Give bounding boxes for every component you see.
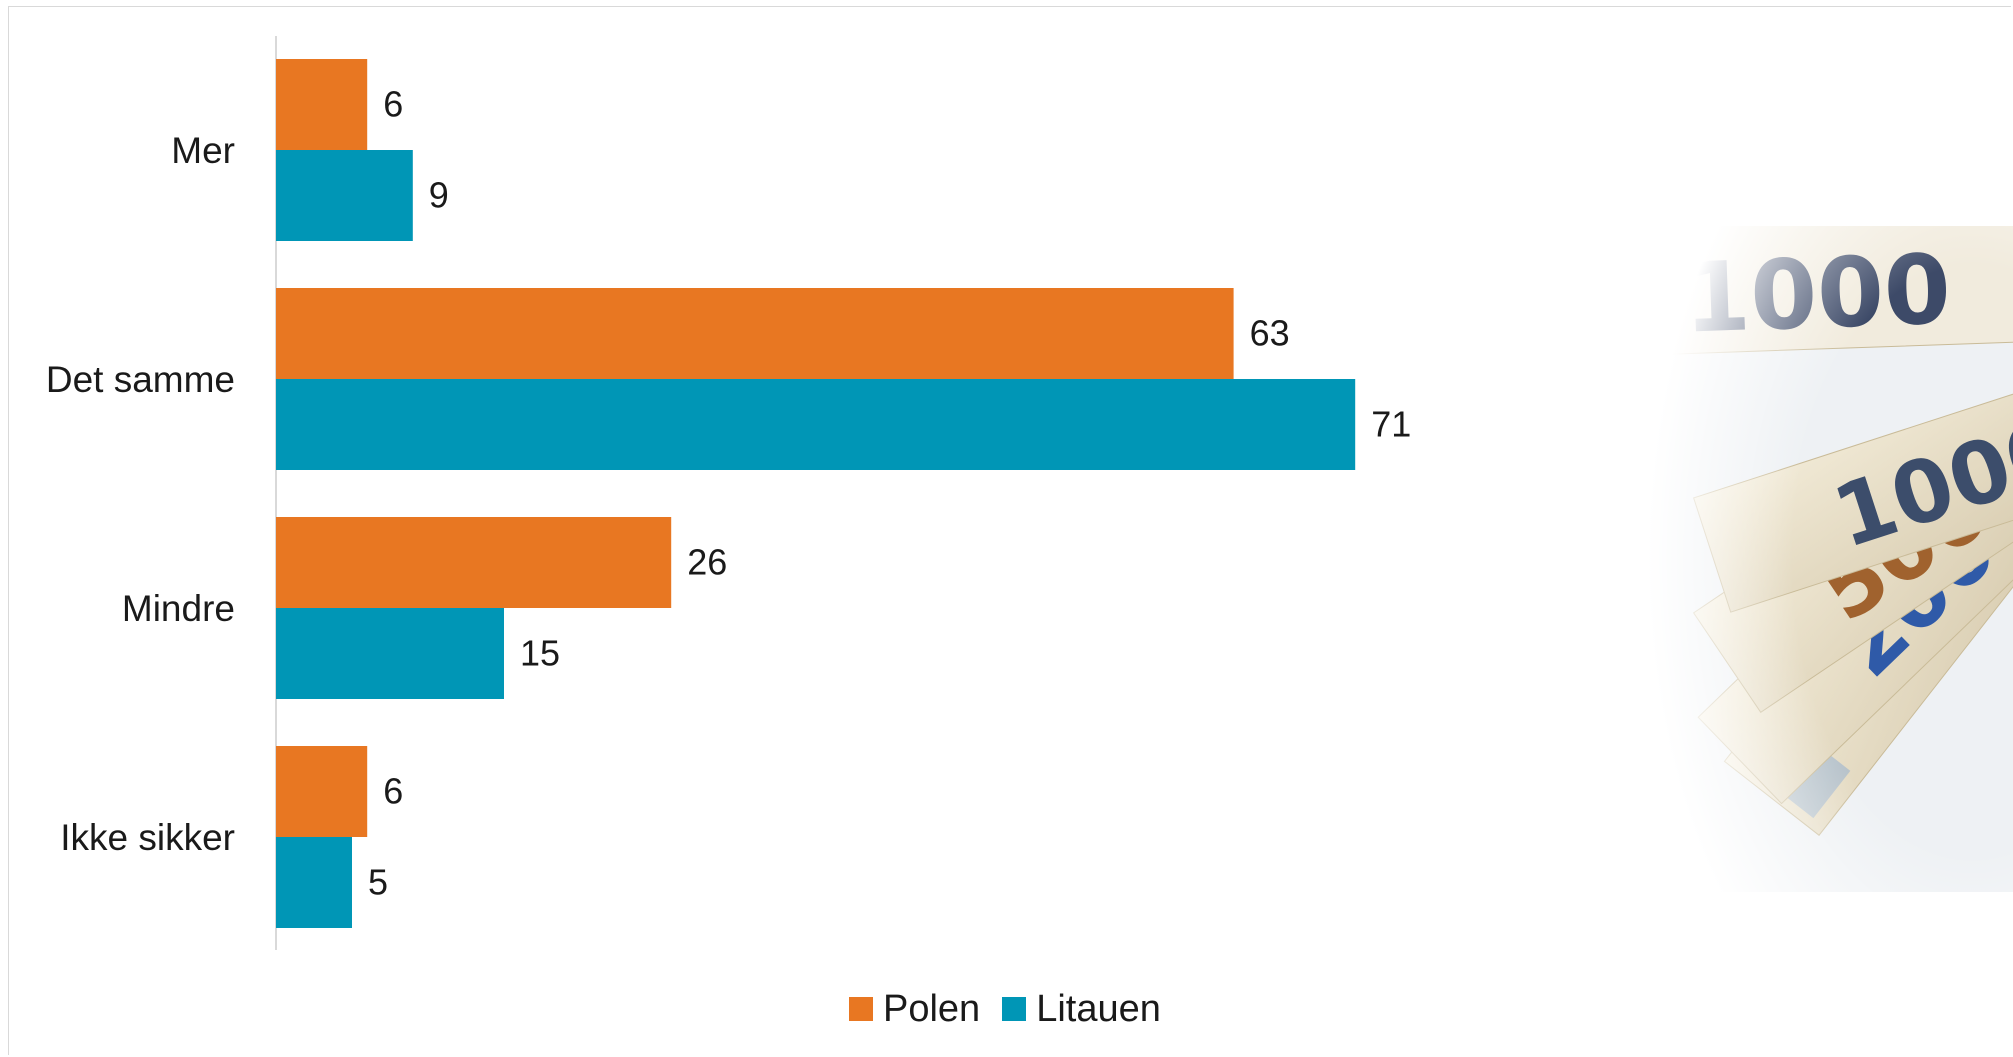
legend-label-litauen: Litauen [1036,987,1161,1030]
bar-polen [276,517,672,608]
bar-polen [276,288,1234,379]
banknotes-photo: 200 500 1000 1000 [1606,226,2013,892]
bar-polen [276,746,368,837]
legend: Polen Litauen [849,985,1161,1033]
value-label: 26 [687,542,727,583]
legend-item-polen: Polen [849,988,980,1031]
bar-litauen [276,379,1356,470]
legend-label-polen: Polen [883,987,981,1030]
legend-swatch-polen [849,997,873,1021]
category-label: Mer [171,130,235,171]
bar-chart: Mer Det samme Mindre Ikke sikker 6 9 63 71 26 15… [46,36,1411,950]
category-label: Det samme [46,359,235,400]
bar-litauen [276,837,352,928]
value-label: 9 [429,175,449,216]
category-label: Ikke sikker [60,817,235,858]
legend-swatch-litauen [1002,997,1027,1021]
bar-polen [276,59,368,150]
value-label: 5 [368,862,388,903]
value-label: 71 [1371,404,1411,445]
value-label: 15 [520,633,560,674]
bar-litauen [276,150,413,241]
chart-frame [8,6,2011,1055]
value-label: 6 [383,771,403,812]
value-label: 6 [383,84,403,125]
bar-litauen [276,608,504,699]
value-label: 63 [1250,313,1290,354]
category-label: Mindre [122,588,235,629]
legend-item-litauen: Litauen [1002,988,1161,1031]
